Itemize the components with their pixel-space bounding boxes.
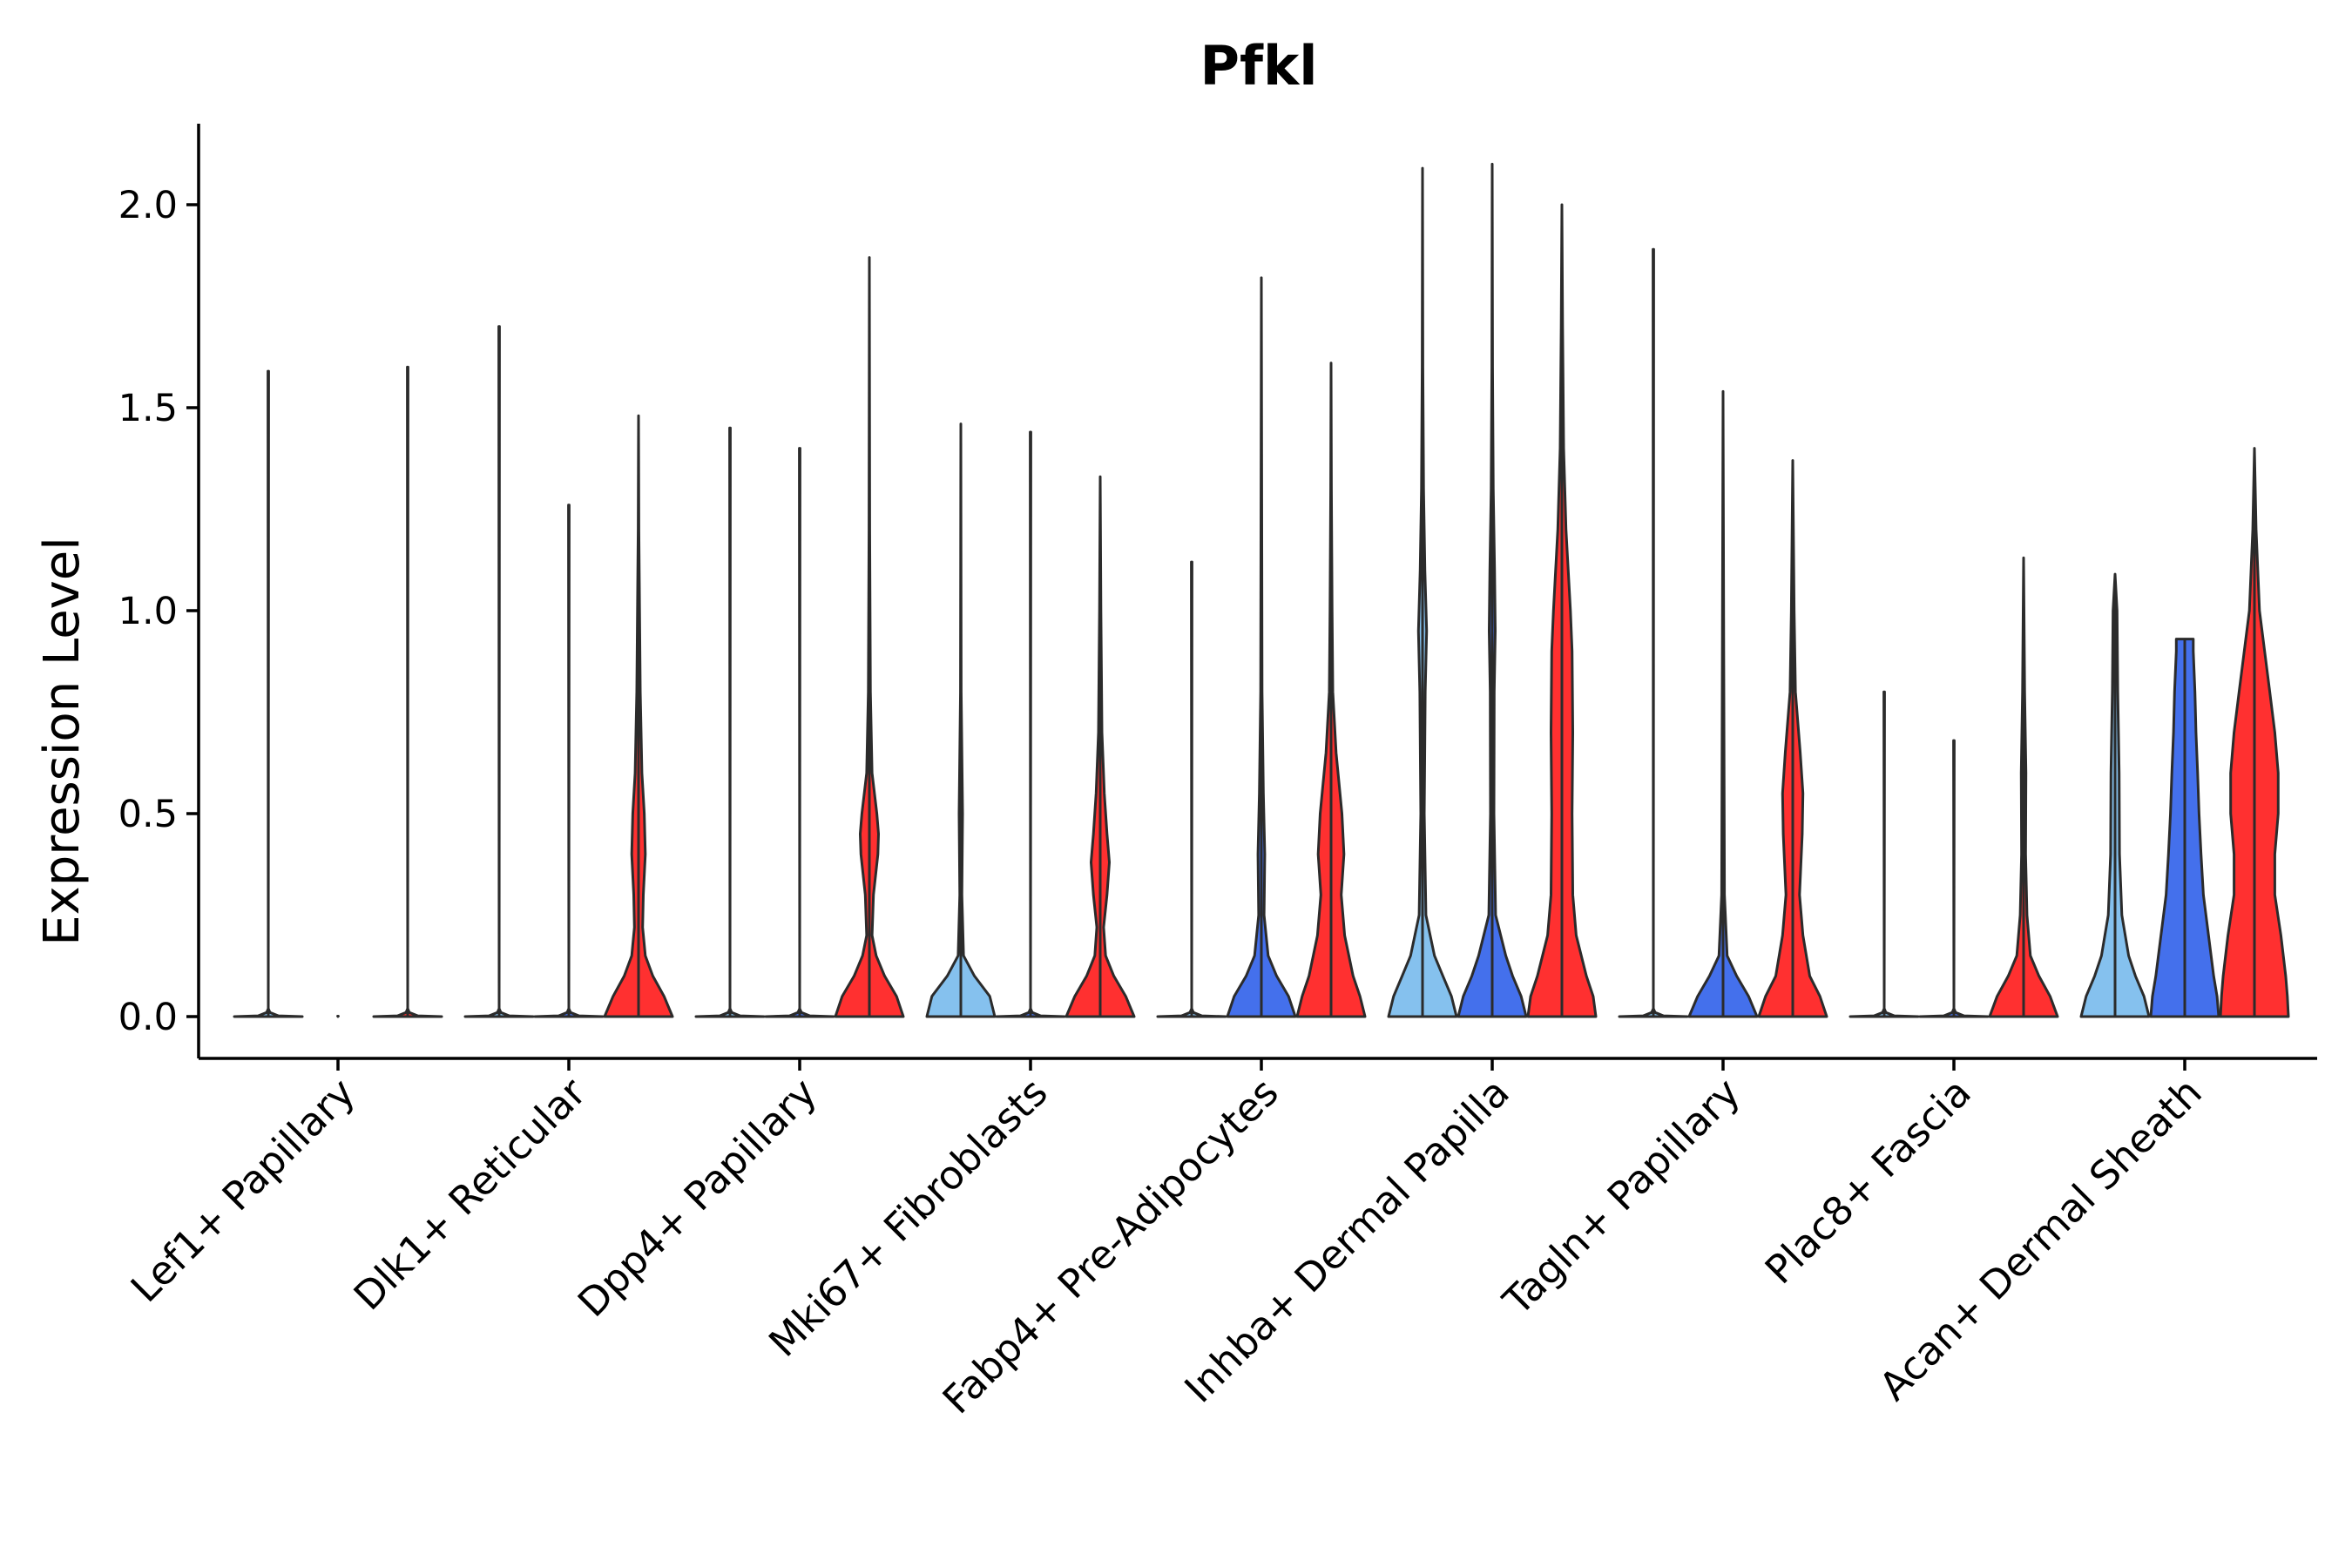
x-axis (199, 1057, 2317, 1071)
y-tick-label: 0.0 (118, 996, 178, 1039)
y-tick-label: 1.0 (118, 590, 178, 633)
violin-group (2079, 447, 2290, 1018)
violin-group (463, 325, 674, 1018)
y-tick-label: 1.5 (118, 387, 178, 430)
violin-groups (233, 162, 2290, 1018)
violin-group (694, 256, 905, 1018)
x-category-label: Tagln+ Papillary (1494, 1069, 1749, 1324)
x-category-label: Dpp4+ Papillary (569, 1069, 826, 1326)
y-tick-label: 2.0 (118, 184, 178, 227)
y-axis: 0.0 0.5 1.0 1.5 2.0 (118, 124, 200, 1058)
x-category-label: Plac8+ Fascia (1756, 1069, 1980, 1293)
violin-group (1848, 556, 2059, 1018)
x-category-label: Lef1+ Papillary (122, 1069, 364, 1311)
violin-group (925, 422, 1136, 1018)
violin-group (1156, 276, 1367, 1018)
y-axis-label: Expression Level (34, 537, 91, 946)
violin-group (1618, 247, 1828, 1018)
violin-group (233, 365, 443, 1018)
x-category-label: Dlk1+ Reticular (345, 1069, 595, 1319)
chart-title: Pfkl (1200, 34, 1318, 98)
y-tick-label: 0.5 (118, 793, 178, 836)
violin-group (1387, 162, 1598, 1018)
